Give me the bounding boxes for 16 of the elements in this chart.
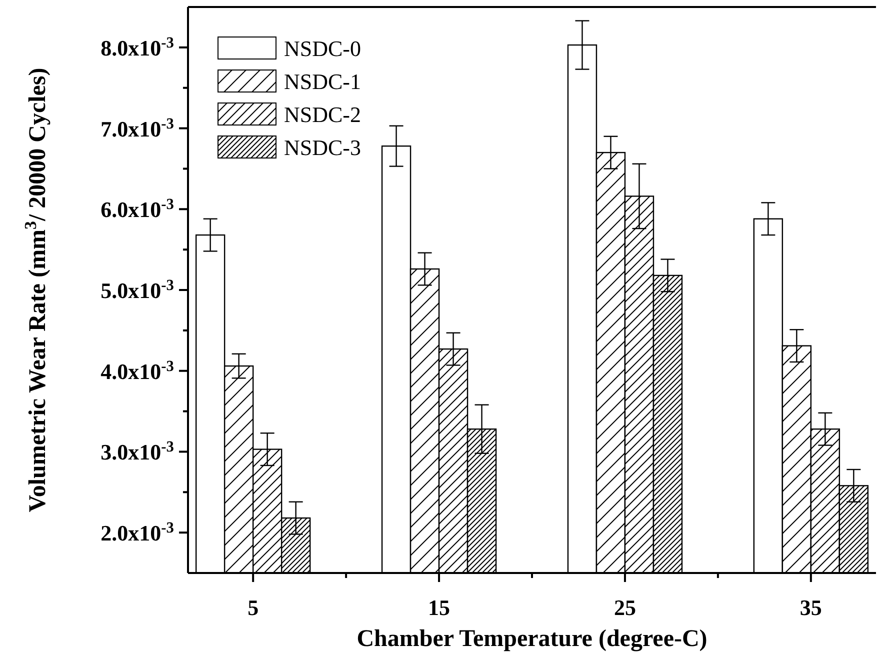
x-axis-title: Chamber Temperature (degree-C) [356, 626, 708, 652]
x-tick-label: 15 [428, 595, 450, 620]
y-tick-label: 3.0x10$^{-3}$ [100, 438, 174, 465]
x-tick-label: 25 [614, 595, 636, 620]
x-tick-label: 5 [248, 595, 259, 620]
legend-label: NSDC-0 [284, 36, 362, 61]
x-tick-label: 35 [800, 595, 822, 620]
y-tick-label: 8.0x10$^{-3}$ [100, 34, 174, 60]
legend-label: NSDC-2 [284, 102, 362, 127]
legend-label: NSDC-3 [284, 135, 362, 160]
y-tick-label: 5.0x10$^{-3}$ [100, 276, 174, 303]
y-tick-label: 4.0x10$^{-3}$ [100, 357, 174, 384]
y-tick-label: 7.0x10$^{-3}$ [100, 114, 174, 142]
y-tick-label: 6.0x10$^{-3}$ [100, 196, 174, 222]
y-tick-label: 2.0x10$^{-3}$ [100, 519, 174, 546]
legend-label: NSDC-1 [284, 69, 362, 94]
